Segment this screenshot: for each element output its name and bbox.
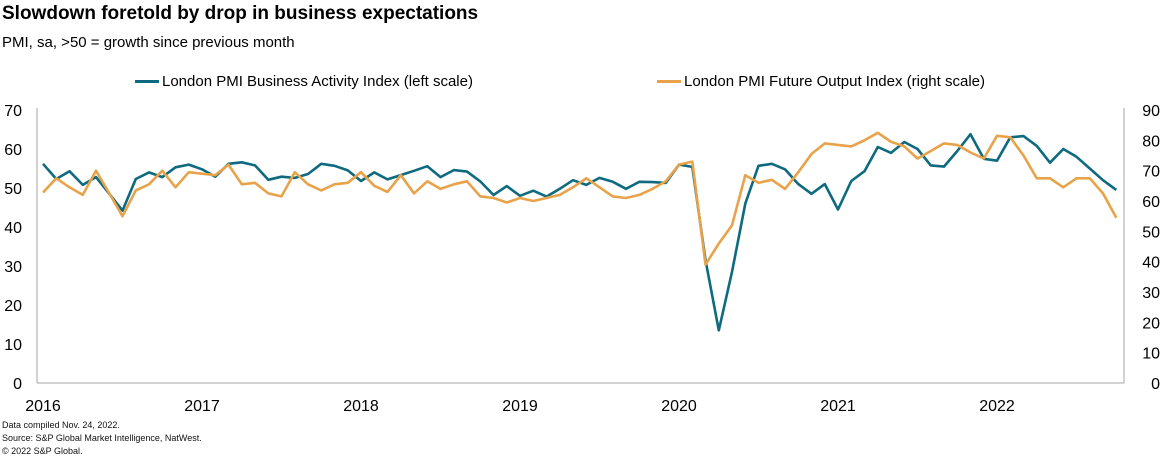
y-left-tick-label: 60 [4,142,22,159]
x-tick-label: 2020 [661,398,697,415]
footer-compiled: Data compiled Nov. 24, 2022. [2,420,120,430]
y-right-tick-label: 80 [1142,133,1160,150]
y-left-tick-label: 70 [4,103,22,120]
y-right-tick-label: 0 [1151,376,1160,393]
y-right-tick-label: 50 [1142,224,1160,241]
legend: London PMI Business Activity Index (left… [0,73,1162,93]
x-tick-label: 2017 [184,398,220,415]
y-left-tick-label: 50 [4,181,22,198]
x-tick-label: 2018 [343,398,379,415]
y-right-tick-label: 60 [1142,194,1160,211]
y-right-tick-label: 90 [1142,103,1160,120]
chart-title: Slowdown foretold by drop in business ex… [2,3,479,24]
series-line-business-activity [42,132,1118,332]
y-left-tick-label: 20 [4,298,22,315]
y-left-tick-label: 10 [4,337,22,354]
x-tick-label: 2019 [502,398,538,415]
legend-item-business-activity: London PMI Business Activity Index (left… [135,73,473,90]
y-left-tick-label: 30 [4,259,22,276]
series-line-future-output [42,131,1118,267]
footer-copyright: © 2022 S&P Global. [2,446,83,456]
y-left-tick-label: 0 [13,376,22,393]
x-tick-label: 2021 [820,398,856,415]
x-tick-label: 2016 [25,398,61,415]
y-right-tick-label: 40 [1142,255,1160,272]
legend-swatch-business-activity [135,80,159,83]
y-right-tick-label: 20 [1142,315,1160,332]
y-right-tick-label: 10 [1142,346,1160,363]
legend-swatch-future-output [657,80,681,83]
footer-source: Source: S&P Global Market Intelligence, … [2,433,202,443]
x-tick-label: 2022 [979,398,1015,415]
y-right-tick-label: 30 [1142,285,1160,302]
y-left-tick-label: 40 [4,220,22,237]
y-right-tick-label: 70 [1142,164,1160,181]
legend-label-business-activity: London PMI Business Activity Index (left… [162,73,473,90]
legend-label-future-output: London PMI Future Output Index (right sc… [684,73,985,90]
chart-subtitle: PMI, sa, >50 = growth since previous mon… [2,34,295,51]
legend-item-future-output: London PMI Future Output Index (right sc… [657,73,985,90]
